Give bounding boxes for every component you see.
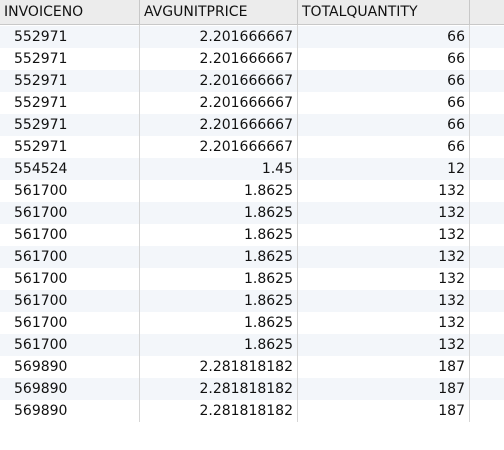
cell-avgunitprice[interactable]: 2.281818182	[140, 400, 298, 422]
cell-totalquantity[interactable]: 66	[298, 48, 470, 70]
cell-totalquantity[interactable]: 187	[298, 400, 470, 422]
column-header-avgunitprice[interactable]: AVGUNITPRICE	[140, 0, 298, 24]
cell-filler	[470, 26, 504, 48]
cell-totalquantity[interactable]: 187	[298, 356, 470, 378]
cell-totalquantity[interactable]: 66	[298, 114, 470, 136]
cell-filler	[470, 356, 504, 378]
column-header-invoiceno[interactable]: INVOICENO	[0, 0, 140, 24]
table-row[interactable]: 552971 2.201666667 66	[0, 26, 504, 48]
cell-invoiceno[interactable]: 561700	[0, 224, 140, 246]
cell-invoiceno[interactable]: 554524	[0, 158, 140, 180]
cell-invoiceno[interactable]: 552971	[0, 136, 140, 158]
cell-invoiceno[interactable]: 561700	[0, 268, 140, 290]
table-row[interactable]: 561700 1.8625 132	[0, 224, 504, 246]
cell-avgunitprice[interactable]: 2.281818182	[140, 378, 298, 400]
table-row[interactable]: 561700 1.8625 132	[0, 268, 504, 290]
cell-invoiceno[interactable]: 552971	[0, 114, 140, 136]
grid-body: 5498423.671428571585529712.2016666676655…	[0, 4, 504, 422]
cell-filler	[470, 92, 504, 114]
cell-avgunitprice[interactable]: 1.8625	[140, 180, 298, 202]
cell-avgunitprice[interactable]: 2.201666667	[140, 114, 298, 136]
cell-filler	[470, 70, 504, 92]
table-row[interactable]: 554524 1.45 12	[0, 158, 504, 180]
table-row[interactable]: 561700 1.8625 132	[0, 290, 504, 312]
cell-filler	[470, 136, 504, 158]
cell-avgunitprice[interactable]: 2.281818182	[140, 356, 298, 378]
cell-avgunitprice[interactable]: 2.201666667	[140, 92, 298, 114]
column-header-row: INVOICENO AVGUNITPRICE TOTALQUANTITY	[0, 0, 504, 25]
table-row[interactable]: 569890 2.281818182 187	[0, 356, 504, 378]
cell-totalquantity[interactable]: 187	[298, 378, 470, 400]
cell-filler	[470, 202, 504, 224]
cell-totalquantity[interactable]: 132	[298, 290, 470, 312]
cell-totalquantity[interactable]: 132	[298, 224, 470, 246]
cell-totalquantity[interactable]: 132	[298, 334, 470, 356]
cell-invoiceno[interactable]: 561700	[0, 312, 140, 334]
cell-totalquantity[interactable]: 66	[298, 26, 470, 48]
table-row[interactable]: 552971 2.201666667 66	[0, 70, 504, 92]
cell-invoiceno[interactable]: 561700	[0, 202, 140, 224]
cell-filler	[470, 378, 504, 400]
cell-invoiceno[interactable]: 552971	[0, 92, 140, 114]
cell-invoiceno[interactable]: 561700	[0, 180, 140, 202]
cell-filler	[470, 268, 504, 290]
cell-avgunitprice[interactable]: 1.8625	[140, 268, 298, 290]
cell-avgunitprice[interactable]: 2.201666667	[140, 70, 298, 92]
table-row[interactable]: 552971 2.201666667 66	[0, 48, 504, 70]
cell-invoiceno[interactable]: 552971	[0, 26, 140, 48]
cell-filler	[470, 290, 504, 312]
cell-invoiceno[interactable]: 561700	[0, 290, 140, 312]
cell-totalquantity[interactable]: 132	[298, 202, 470, 224]
cell-avgunitprice[interactable]: 2.201666667	[140, 48, 298, 70]
cell-totalquantity[interactable]: 132	[298, 268, 470, 290]
cell-filler	[470, 180, 504, 202]
cell-avgunitprice[interactable]: 1.8625	[140, 202, 298, 224]
cell-invoiceno[interactable]: 569890	[0, 378, 140, 400]
cell-totalquantity[interactable]: 66	[298, 92, 470, 114]
table-row[interactable]: 552971 2.201666667 66	[0, 92, 504, 114]
cell-totalquantity[interactable]: 66	[298, 70, 470, 92]
table-row[interactable]: 552971 2.201666667 66	[0, 136, 504, 158]
cell-filler	[470, 114, 504, 136]
cell-invoiceno[interactable]: 552971	[0, 48, 140, 70]
column-header-filler	[470, 0, 504, 24]
table-row[interactable]: 569890 2.281818182 187	[0, 400, 504, 422]
cell-filler	[470, 312, 504, 334]
cell-avgunitprice[interactable]: 1.8625	[140, 246, 298, 268]
table-row[interactable]: 569890 2.281818182 187	[0, 378, 504, 400]
cell-avgunitprice[interactable]: 2.201666667	[140, 26, 298, 48]
table-row[interactable]: 561700 1.8625 132	[0, 202, 504, 224]
cell-avgunitprice[interactable]: 1.8625	[140, 312, 298, 334]
cell-invoiceno[interactable]: 561700	[0, 246, 140, 268]
table-row[interactable]: 552971 2.201666667 66	[0, 114, 504, 136]
cell-totalquantity[interactable]: 132	[298, 312, 470, 334]
cell-avgunitprice[interactable]: 1.8625	[140, 290, 298, 312]
cell-avgunitprice[interactable]: 1.8625	[140, 334, 298, 356]
cell-totalquantity[interactable]: 132	[298, 246, 470, 268]
cell-invoiceno[interactable]: 569890	[0, 400, 140, 422]
cell-filler	[470, 334, 504, 356]
cell-totalquantity[interactable]: 12	[298, 158, 470, 180]
cell-avgunitprice[interactable]: 2.201666667	[140, 136, 298, 158]
cell-invoiceno[interactable]: 561700	[0, 334, 140, 356]
cell-invoiceno[interactable]: 552971	[0, 70, 140, 92]
cell-filler	[470, 224, 504, 246]
cell-invoiceno[interactable]: 569890	[0, 356, 140, 378]
column-header-totalquantity[interactable]: TOTALQUANTITY	[298, 0, 470, 24]
cell-totalquantity[interactable]: 132	[298, 180, 470, 202]
cell-filler	[470, 158, 504, 180]
table-row[interactable]: 561700 1.8625 132	[0, 334, 504, 356]
cell-filler	[470, 48, 504, 70]
cell-avgunitprice[interactable]: 1.45	[140, 158, 298, 180]
table-row[interactable]: 561700 1.8625 132	[0, 180, 504, 202]
cell-avgunitprice[interactable]: 1.8625	[140, 224, 298, 246]
cell-totalquantity[interactable]: 66	[298, 136, 470, 158]
table-row[interactable]: 561700 1.8625 132	[0, 312, 504, 334]
cell-filler	[470, 400, 504, 422]
cell-filler	[470, 246, 504, 268]
table-row[interactable]: 561700 1.8625 132	[0, 246, 504, 268]
